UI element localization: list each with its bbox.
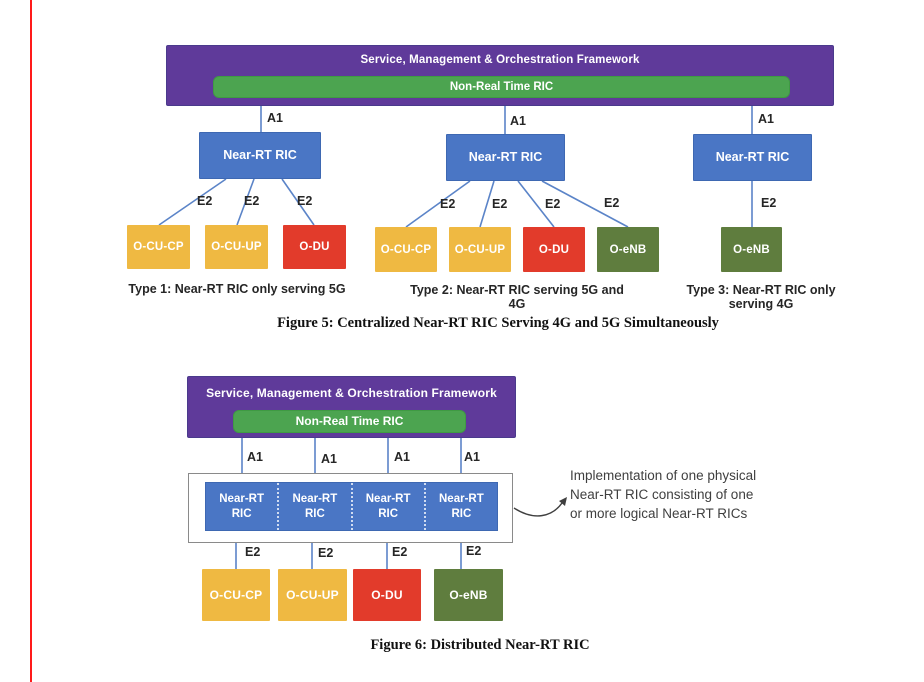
figure6-caption: Figure 6: Distributed Near-RT RIC (370, 637, 590, 653)
non-rt-ric-box: Non-Real Time RIC (213, 76, 790, 98)
o-du-box: O-DU (283, 225, 346, 269)
annotation-line: Implementation of one physical (570, 468, 757, 483)
near-rt-ric-box: Near-RT RIC (206, 483, 277, 530)
near-rt-ric-label-line2: RIC (378, 507, 399, 520)
a1-interface-label: A1 (394, 450, 410, 464)
a1-interface-label: A1 (464, 450, 480, 464)
annotation-line: Near-RT RIC consisting of one (570, 487, 754, 502)
near-rt-ric-label-line2: RIC (451, 507, 472, 520)
o-cu-cp-box: O-CU-CP (127, 225, 190, 269)
near-rt-ric-box: Near-RT RIC (446, 134, 565, 181)
near-rt-ric-box: Near-RT RIC (350, 483, 424, 530)
smo-framework-box-fig5: Service, Management & Orchestration Fram… (166, 45, 834, 106)
e2-interface-label: E2 (466, 544, 482, 558)
type1-label: Type 1: Near-RT RIC only serving 5G (128, 282, 346, 296)
o-enb-box: O-eNB (597, 227, 659, 272)
type3-label: Type 3: Near-RT RIC only serving 4G (686, 283, 836, 311)
near-rt-ric-label-line1: Near-RT (219, 492, 264, 505)
annotation-arrow-head (559, 497, 567, 506)
e2-interface-label: E2 (392, 545, 408, 559)
near-rt-ric-box: Near-RT RIC (199, 132, 321, 179)
a1-interface-label: A1 (247, 450, 263, 464)
e2-connector (158, 178, 227, 226)
e2-connector (405, 180, 471, 228)
o-enb-box: O-eNB (434, 569, 503, 621)
e2-interface-label: E2 (245, 545, 261, 559)
o-cu-cp-box: O-CU-CP (202, 569, 270, 621)
e2-interface-label: E2 (761, 196, 777, 210)
left-margin-marker (30, 0, 32, 682)
smo-framework-label: Service, Management & Orchestration Fram… (206, 386, 497, 400)
o-enb-box: O-eNB (721, 227, 782, 272)
near-rt-ric-label-line1: Near-RT (439, 492, 484, 505)
near-rt-ric-label-line1: Near-RT (292, 492, 338, 505)
e2-interface-label: E2 (197, 194, 213, 208)
o-cu-up-box: O-CU-UP (278, 569, 347, 621)
physical-ric-container: Near-RT RIC Near-RT RIC Near-RT RIC Near… (188, 473, 513, 543)
a1-interface-label: A1 (321, 452, 337, 466)
o-cu-up-box: O-CU-UP (449, 227, 511, 272)
figure5-caption: Figure 5: Centralized Near-RT RIC Servin… (277, 315, 719, 331)
e2-interface-label: E2 (545, 197, 561, 211)
e2-interface-label: E2 (604, 196, 620, 210)
e2-interface-label: E2 (318, 546, 334, 560)
o-du-box: O-DU (353, 569, 421, 621)
annotation-text: Implementation of one physical Near-RT R… (570, 466, 805, 523)
logical-ric-row: Near-RT RIC Near-RT RIC Near-RT RIC Near… (205, 482, 498, 531)
near-rt-ric-label-line2: RIC (231, 507, 252, 520)
near-rt-ric-box: Near-RT RIC (423, 483, 497, 530)
non-rt-ric-box: Non-Real Time RIC (233, 410, 466, 433)
a1-interface-label: A1 (510, 114, 526, 128)
o-cu-up-box: O-CU-UP (205, 225, 268, 269)
o-cu-cp-box: O-CU-CP (375, 227, 437, 272)
near-rt-ric-box: Near-RT RIC (693, 134, 812, 181)
annotation-arrow (513, 502, 563, 517)
e2-interface-label: E2 (492, 197, 508, 211)
near-rt-ric-box: Near-RT RIC (277, 483, 350, 530)
e2-interface-label: E2 (440, 197, 456, 211)
o-du-box: O-DU (523, 227, 585, 272)
e2-interface-label: E2 (297, 194, 313, 208)
a1-interface-label: A1 (758, 112, 774, 126)
e2-interface-label: E2 (244, 194, 260, 208)
near-rt-ric-label-line1: Near-RT (365, 492, 411, 505)
near-rt-ric-label-line2: RIC (304, 507, 325, 520)
a1-interface-label: A1 (267, 111, 283, 125)
smo-framework-box-fig6: Service, Management & Orchestration Fram… (187, 376, 516, 438)
type2-label: Type 2: Near-RT RIC serving 5G and 4G (410, 283, 624, 311)
annotation-line: or more logical Near-RT RICs (570, 506, 748, 521)
smo-framework-label: Service, Management & Orchestration Fram… (360, 54, 640, 66)
